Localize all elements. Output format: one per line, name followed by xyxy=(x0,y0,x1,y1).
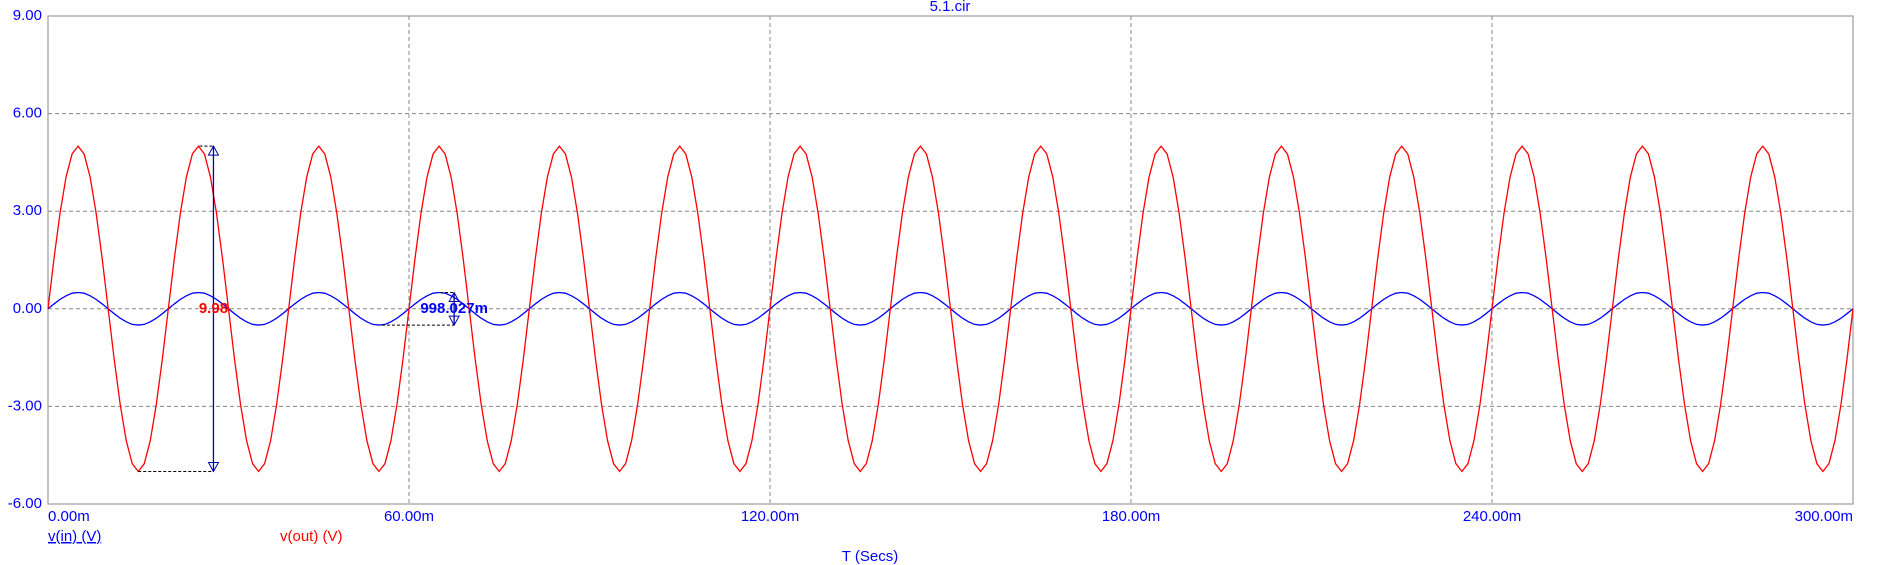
cursor-arrow xyxy=(207,461,220,473)
plot-frame xyxy=(47,15,1854,505)
x-tick-label: 0.00m xyxy=(48,508,90,525)
y-tick-label: 0.00 xyxy=(13,300,42,317)
legend-label: v(out) (V) xyxy=(280,528,343,545)
x-tick-label: 240.00m xyxy=(1463,508,1521,525)
cursor-arrow xyxy=(448,291,460,303)
x-axis-label: T (Secs) xyxy=(842,548,898,565)
y-tick-label: -3.00 xyxy=(8,397,42,414)
series-line xyxy=(47,145,1854,473)
chart-title: 5.1.cir xyxy=(930,0,971,15)
x-tick-label: 120.00m xyxy=(741,508,799,525)
x-tick-label: 60.00m xyxy=(384,508,434,525)
cursor-arrow xyxy=(207,145,220,156)
x-tick-label: 300.00m xyxy=(1795,508,1853,525)
y-tick-label: 3.00 xyxy=(13,202,42,219)
y-tick-label: 9.00 xyxy=(13,7,42,24)
y-tick-label: -6.00 xyxy=(8,495,42,512)
y-tick-label: 6.00 xyxy=(13,105,42,122)
annotation: 9.98 xyxy=(199,300,228,317)
x-tick-label: 180.00m xyxy=(1102,508,1160,525)
cursor-arrow xyxy=(448,315,460,327)
legend-label: v(in) (V) xyxy=(48,528,101,545)
annotation: 998.027m xyxy=(420,300,488,317)
